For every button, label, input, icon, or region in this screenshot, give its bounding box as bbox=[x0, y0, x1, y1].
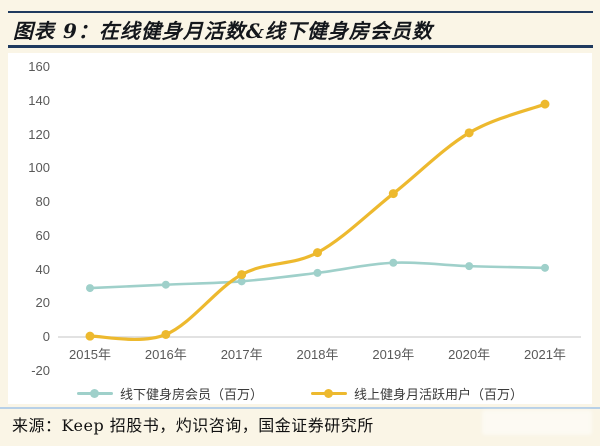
offline-series-marker-icon bbox=[89, 389, 99, 398]
legend-label-offline: 线下健身房会员（百万） bbox=[119, 387, 263, 402]
chart-legend: 线下健身房会员（百万） 线上健身月活跃用户（百万） bbox=[0, 384, 600, 403]
title-bottom-rule bbox=[8, 45, 593, 48]
chart-plot-background bbox=[8, 53, 592, 404]
offline-series-swatch bbox=[76, 389, 113, 398]
title-top-rule bbox=[8, 11, 593, 13]
legend-item-online-fitness-mau: 线上健身月活跃用户（百万） bbox=[311, 384, 523, 403]
watermark bbox=[482, 410, 592, 435]
figure-title: 图表 9：在线健身月活数&线下健身房会员数 bbox=[13, 19, 433, 43]
online-series-marker-icon bbox=[324, 389, 333, 398]
legend-label-online: 线上健身月活跃用户（百万） bbox=[354, 387, 524, 402]
online-series-swatch bbox=[311, 389, 347, 398]
source-note: 来源：Keep 招股书，灼识咨询，国金证券研究所 bbox=[12, 416, 374, 435]
footer-separator-line bbox=[0, 407, 600, 409]
legend-item-offline-gym-members: 线下健身房会员（百万） bbox=[76, 384, 263, 403]
